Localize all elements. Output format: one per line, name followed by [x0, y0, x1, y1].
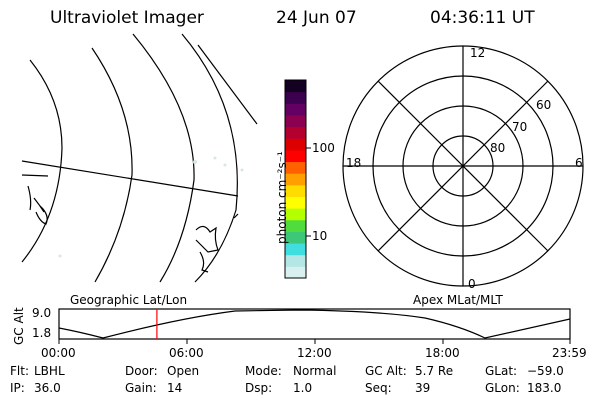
- apex-title: Apex MLat/MLT: [413, 293, 503, 307]
- mlt-label-6: 6: [575, 156, 583, 170]
- colorbar-segment: [285, 91, 306, 104]
- date-label: 24 Jun 07: [276, 8, 357, 28]
- info-label: Gain:: [125, 381, 157, 395]
- map-arc-4: [181, 33, 238, 283]
- geographic-title: Geographic Lat/Lon: [70, 293, 188, 307]
- map-meridian-1: [21, 160, 239, 197]
- info-label: GLat:: [485, 364, 518, 378]
- map-coast-3: [199, 251, 209, 273]
- colorbar-segment: [285, 243, 306, 256]
- colorbar-segment: [285, 126, 306, 139]
- map-arc-2: [91, 47, 133, 283]
- map-coast-2: [195, 225, 219, 253]
- colorbar-segment: [285, 138, 306, 151]
- map-coast-4: [233, 213, 239, 219]
- lat-label-60: 60: [536, 98, 552, 112]
- colorbar-tick-100: 100: [312, 141, 335, 155]
- colorbar-segment: [285, 80, 306, 93]
- info-value: 36.0: [34, 381, 61, 395]
- info-value: Normal: [293, 364, 337, 378]
- time-tick-0: 00:00: [41, 346, 76, 360]
- lat-label-80: 80: [490, 141, 506, 155]
- map-arc-5: [197, 44, 258, 125]
- info-label: Dsp:: [245, 381, 273, 395]
- time-tick-1: 06:00: [169, 346, 204, 360]
- info-label: Seq:: [365, 381, 392, 395]
- info-value: 39: [415, 381, 431, 395]
- colorbar-segment: [285, 266, 306, 279]
- altitude-curve: [58, 309, 571, 339]
- info-value: LBHL: [34, 364, 65, 378]
- info-label: Door:: [125, 364, 158, 378]
- info-value: 5.7 Re: [415, 364, 454, 378]
- colorbar-unit-label: photon cm⁻²s⁻¹: [275, 151, 289, 244]
- map-meridian-2: [21, 174, 49, 177]
- info-value: 14: [167, 381, 183, 395]
- info-value: 1.0: [293, 381, 313, 395]
- time-tick-4: 23:59: [552, 346, 587, 360]
- mlt-label-0: 0: [468, 277, 476, 291]
- info-label: IP:: [10, 381, 25, 395]
- info-value: −59.0: [527, 364, 564, 378]
- mlt-label-18: 18: [346, 156, 362, 170]
- app-title: Ultraviolet Imager: [50, 8, 204, 28]
- altitude-ylabel: GC Alt: [12, 307, 26, 345]
- colorbar-segment: [285, 103, 306, 116]
- map-arc-3: [132, 33, 195, 283]
- colorbar-tick-10: 10: [312, 229, 328, 243]
- altitude-ytick-top: 9.0: [32, 306, 52, 320]
- info-label: GC Alt:: [365, 364, 407, 378]
- info-label: Mode:: [245, 364, 282, 378]
- time-tick-3: 18:00: [425, 346, 460, 360]
- info-value: 183.0: [527, 381, 562, 395]
- altitude-ytick-bottom: 1.8: [32, 326, 52, 340]
- colorbar-segment: [285, 114, 306, 128]
- info-label: Flt:: [10, 364, 29, 378]
- lat-label-70: 70: [512, 120, 528, 134]
- map-arc-1: [21, 59, 63, 263]
- colorbar-segment: [285, 254, 306, 267]
- time-label: 04:36:11 UT: [430, 8, 535, 28]
- time-tick-2: 12:00: [297, 346, 332, 360]
- info-value: Open: [167, 364, 200, 378]
- map-coast-1: [27, 185, 48, 225]
- info-label: GLon:: [485, 381, 520, 395]
- mlt-label-12: 12: [470, 46, 486, 60]
